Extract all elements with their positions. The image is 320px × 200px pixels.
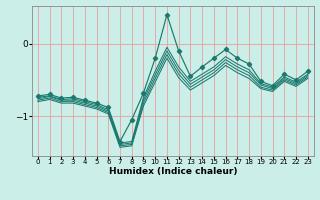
X-axis label: Humidex (Indice chaleur): Humidex (Indice chaleur) bbox=[108, 167, 237, 176]
